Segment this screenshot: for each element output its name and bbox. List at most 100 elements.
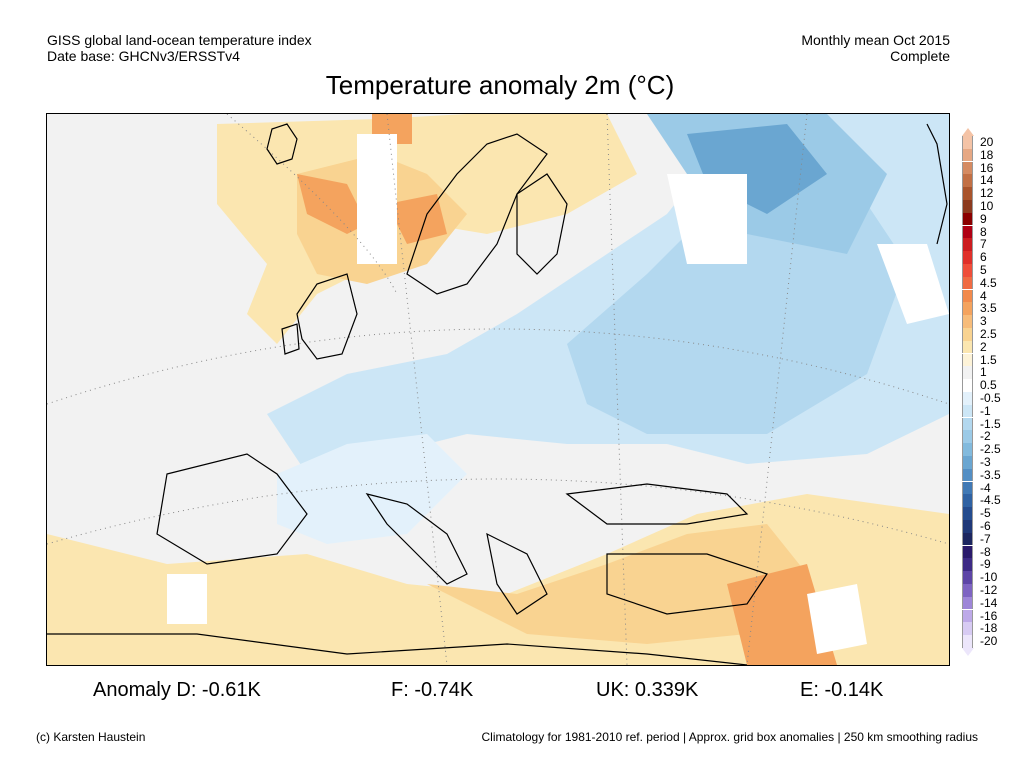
legend-label: -4 [980,480,991,495]
legend-label: 18 [980,147,994,162]
legend-label: -20 [980,634,998,649]
legend-label: 14 [980,173,994,188]
hot-spot-norwegian-sea [297,174,367,234]
missing-data-mideast [807,584,867,654]
legend-label: -2.5 [980,442,1001,457]
legend-swatch [962,584,973,597]
database-name: Date base: GHCNv3/ERSSTv4 [47,48,240,64]
italy-outline [365,493,468,585]
legend-swatch [962,328,973,341]
longitude-line [606,114,628,665]
legend-swatch [962,596,973,610]
legend-swatch [962,174,973,187]
legend-swatch [962,238,973,251]
legend-swatch [962,417,973,431]
legend-label: -5 [980,506,991,521]
legend-label: 10 [980,199,994,213]
legend-swatch [962,545,973,559]
legend-arrow-up-icon [962,128,974,136]
map-title: Temperature anomaly 2m (°C) [325,70,675,100]
legend-label: 20 [980,135,994,149]
legend-arrow-down-icon [962,648,974,656]
legend-label: -16 [980,608,998,623]
balkans-outline [486,532,548,615]
missing-data-north-atlantic [357,134,397,264]
legend-swatch [962,302,973,315]
legend-swatch [962,340,973,354]
black-sea-outline [565,483,749,525]
legend-label: -14 [980,595,998,610]
legend-label: 4.5 [980,275,997,290]
status-label: Complete [890,48,950,64]
legend-swatch [962,315,973,328]
legend-swatch [962,532,973,546]
legend-label: -12 [980,583,998,597]
period-info: Monthly mean Oct 2015 Complete [801,32,950,64]
legend-label: -3 [980,455,991,469]
legend-swatch [962,507,973,520]
legend-label: 3.5 [980,301,997,316]
legend-swatch [962,468,973,482]
legend-swatch [962,635,973,648]
legend-swatch [962,443,973,456]
legend-label: 0.5 [980,378,997,393]
cool-zone-france [277,434,467,544]
legend-label: 3 [980,314,987,329]
legend-swatch [962,392,973,405]
legend-swatch [962,430,973,443]
legend-label: 5 [980,263,987,277]
coastlines [47,123,948,665]
credit: (c) Karsten Haustein [36,730,146,744]
dataset-info: GISS global land-ocean temperature index… [47,32,312,64]
north-africa-coast [47,633,748,665]
anomaly-uk: UK: 0.339K [596,679,699,701]
legend-swatch [962,353,973,367]
anomaly-spain: E: -0.14K [800,679,884,701]
legend-swatch [962,148,973,162]
legend-label: 16 [980,160,994,175]
legend-swatch [962,225,973,239]
legend-swatch [962,251,973,264]
graticule [47,114,949,665]
legend-label: 9 [980,211,987,226]
legend-label: -4.5 [980,493,1001,508]
latitude-line [47,328,949,405]
legend-label: -6 [980,519,991,533]
anomaly-map [46,113,950,666]
legend-label: -3.5 [980,467,1001,482]
legend-swatch [962,187,973,200]
latitude-line [226,114,398,295]
color-legend: 20 18 16 14 12 10 9 8 7 6 5 4.5 4 3.5 3 2.5 2 1.5 1 0.5 -0.5… [958,128,1018,658]
legend-label: 1 [980,365,987,380]
missing-data-urals [877,244,949,324]
legend-swatch [962,264,973,277]
legend-swatch [962,456,973,469]
anomaly-germany: Anomaly D: -0.61K [93,679,261,701]
warm-zone-mediterranean [427,524,807,644]
anomaly-france: F: -0.74K [391,679,474,701]
legend-swatch [962,494,973,507]
legend-label: 4 [980,288,987,303]
legend-label: -1.5 [980,416,1001,431]
legend-label: 7 [980,237,987,252]
legend-swatch [962,212,973,226]
legend-swatch [962,136,973,149]
legend-swatch [962,276,973,290]
legend-swatch [962,161,973,175]
legend-label: -1 [980,403,991,418]
iberia-outline [156,453,308,565]
novaya-zemlya-outline [926,123,948,245]
iceland-outline [266,123,298,165]
legend-label: 8 [980,224,987,239]
dataset-name: GISS global land-ocean temperature index [47,32,312,48]
legend-swatch [962,481,973,495]
climatology-note: Climatology for 1981-2010 ref. period | … [481,730,979,744]
legend-swatch [962,366,973,379]
legend-label: 2 [980,339,987,354]
legend-label: -10 [980,570,998,585]
legend-label: -9 [980,557,991,572]
anomaly-map-canvas [47,114,949,665]
legend-label: -2 [980,429,991,444]
legend-swatch [962,609,973,623]
legend-label: -0.5 [980,391,1001,405]
